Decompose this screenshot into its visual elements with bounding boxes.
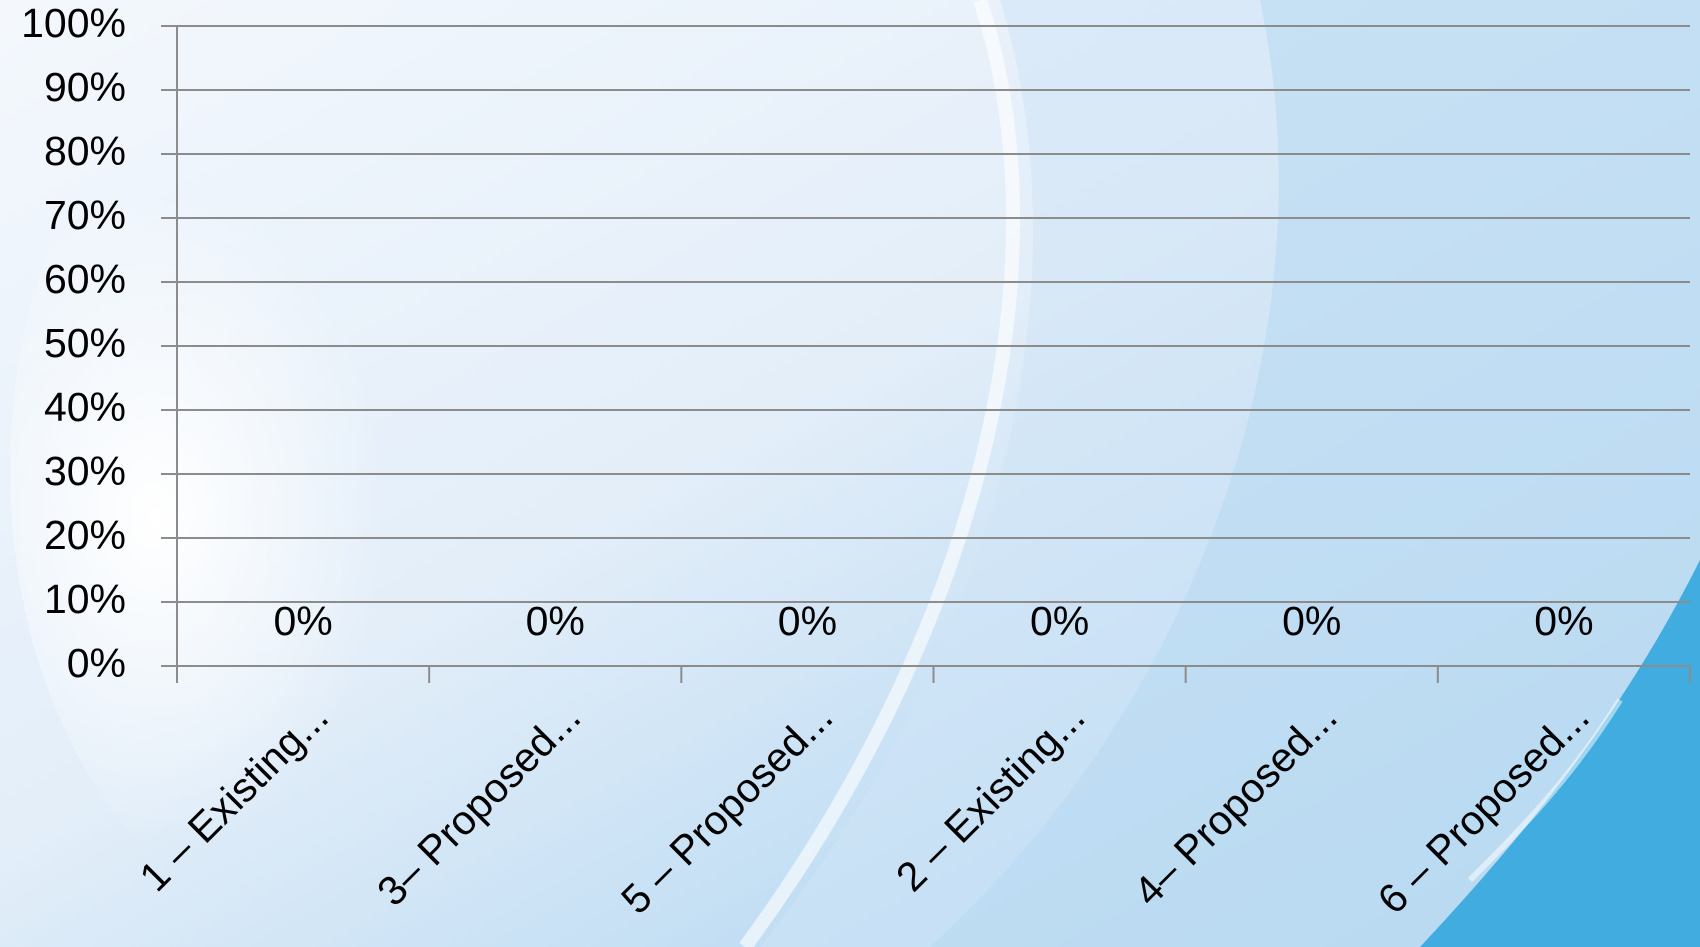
data-labels: 0% 0% 0% 0% 0% 0% — [273, 598, 1593, 644]
y-tick-label: 40% — [44, 384, 126, 430]
bar-data-label: 0% — [1534, 598, 1593, 644]
y-tick-label: 60% — [44, 256, 126, 302]
bar-data-label: 0% — [273, 598, 332, 644]
x-tick-label: 6 – Proposed... — [1369, 693, 1598, 922]
y-tick-label: 50% — [44, 320, 126, 366]
y-axis-ticks: 0% 10% 20% 30% 40% 50% 60% 70% 80% 90% 100% — [21, 0, 126, 686]
x-tick-label: 3– Proposed... — [368, 693, 589, 914]
bar-data-label: 0% — [526, 598, 585, 644]
y-tick-label: 70% — [44, 192, 126, 238]
x-axis-labels: 1 – Existing... 3– Proposed... 5 – Propose… — [131, 693, 1598, 922]
y-tick-label: 10% — [44, 576, 126, 622]
y-tick-label: 20% — [44, 512, 126, 558]
bar-data-label: 0% — [1030, 598, 1089, 644]
bar-data-label: 0% — [778, 598, 837, 644]
x-tick-label: 2 – Existing... — [887, 693, 1094, 900]
bar-data-label: 0% — [1282, 598, 1341, 644]
y-tick-label: 90% — [44, 64, 126, 110]
y-tick-label: 0% — [67, 640, 126, 686]
gridlines — [161, 25, 1690, 667]
y-tick-label: 80% — [44, 128, 126, 174]
x-tick-label: 4– Proposed... — [1125, 693, 1346, 914]
x-tick-label: 1 – Existing... — [131, 693, 338, 900]
y-tick-label: 100% — [21, 0, 126, 46]
x-axis — [176, 26, 1691, 683]
y-tick-label: 30% — [44, 448, 126, 494]
x-tick-label: 5 – Proposed... — [612, 693, 841, 922]
